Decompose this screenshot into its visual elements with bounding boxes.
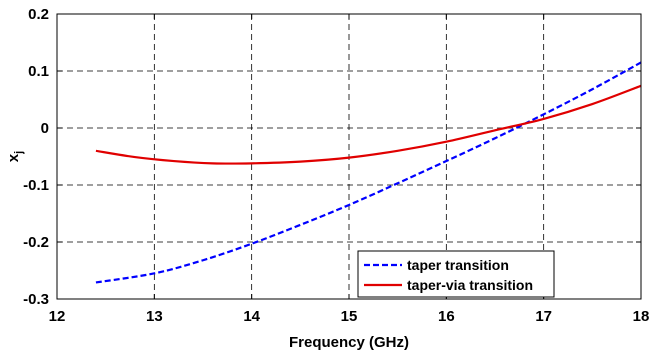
legend-entry-taper-transition: taper transition — [407, 257, 509, 273]
x-tick-label: 16 — [438, 308, 455, 325]
x-tick-label: 15 — [341, 308, 358, 325]
legend-entry-taper-via-transition: taper-via transition — [407, 277, 533, 293]
y-tick-label: -0.3 — [23, 291, 49, 308]
x-tick-label: 14 — [243, 308, 260, 325]
y-tick-label: -0.2 — [23, 234, 49, 251]
y-tick-label: 0.1 — [28, 63, 49, 80]
series-line-1 — [95, 84, 642, 165]
y-tick-label: 0 — [41, 120, 49, 137]
y-axis-label-sub: j — [13, 151, 25, 155]
x-tick-label: 13 — [146, 308, 163, 325]
plot-frame — [56, 13, 642, 300]
legend-box — [357, 250, 555, 298]
tick-labels: 12 13 14 15 16 17 18 -0.3 -0.2 -0.1 0 0.1 0.2 — [23, 6, 649, 325]
series-line-0 — [95, 61, 642, 284]
x-axis-label: Frequency (GHz) — [289, 334, 409, 351]
x-tick-label: 12 — [49, 308, 66, 325]
series-layer — [95, 61, 642, 284]
legend: taper transition taper-via transition — [357, 250, 555, 298]
x-tick-label: 18 — [633, 308, 650, 325]
grid — [57, 14, 641, 299]
y-axis-label-main: x — [5, 153, 22, 162]
y-tick-label: 0.2 — [28, 6, 49, 23]
y-axis-label: xj — [5, 151, 25, 162]
y-tick-label: -0.1 — [23, 177, 49, 194]
x-tick-label: 17 — [535, 308, 552, 325]
